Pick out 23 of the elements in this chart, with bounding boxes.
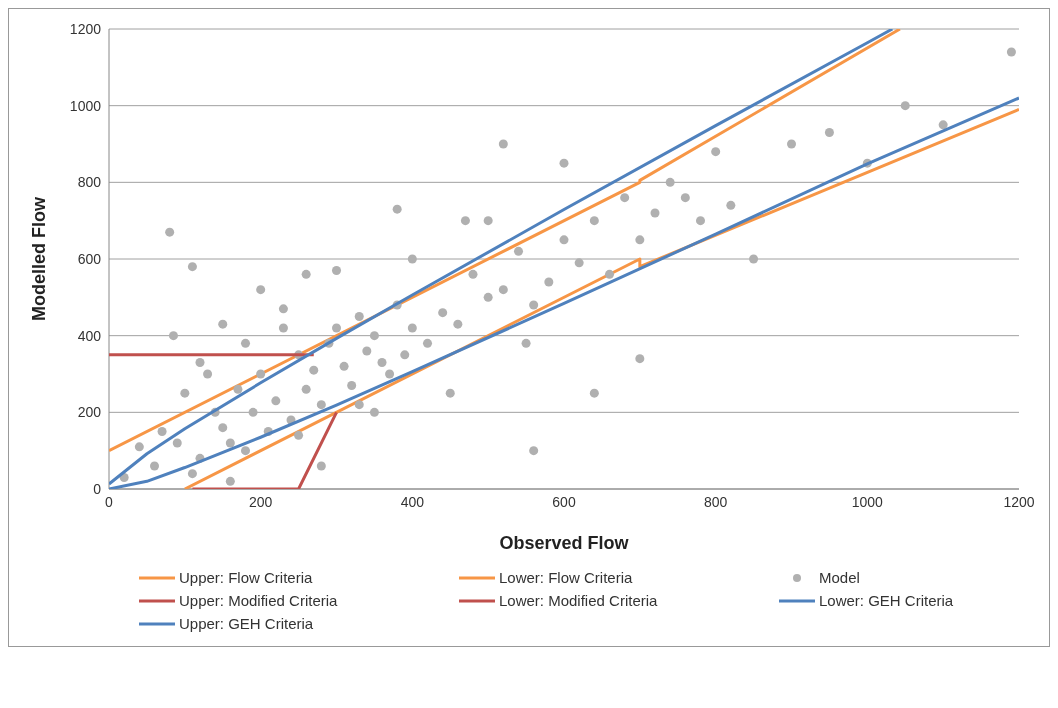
legend-label: Lower: Modified Criteria <box>499 592 658 609</box>
x-tick-label: 0 <box>105 493 114 510</box>
x-tick-label: 200 <box>248 493 273 510</box>
legend-label: Model <box>819 569 860 586</box>
y-tick-label: 600 <box>77 250 102 267</box>
x-tick-label: 400 <box>400 493 425 510</box>
legend-label: Lower: Flow Criteria <box>499 569 633 586</box>
y-tick-label: 0 <box>93 480 102 497</box>
y-tick-label: 800 <box>77 174 102 191</box>
x-tick-label: 600 <box>552 493 576 510</box>
legend-label: Upper: Flow Criteria <box>179 569 313 586</box>
y-tick-label: 400 <box>77 327 102 344</box>
y-axis-title: Modelled Flow <box>29 196 50 321</box>
legend-label: Lower: GEH Criteria <box>819 592 954 609</box>
legend-label: Upper: Modified Criteria <box>179 592 338 609</box>
y-tick-label: 1200 <box>69 20 102 37</box>
x-tick-label: 1200 <box>1003 493 1035 510</box>
x-tick-label: 800 <box>703 493 728 510</box>
x-axis-title: Observed Flow <box>499 533 630 553</box>
y-tick-label: 200 <box>77 404 102 421</box>
legend-label: Upper: GEH Criteria <box>179 615 314 632</box>
y-tick-label: 1000 <box>69 97 102 114</box>
x-tick-label: 1000 <box>851 493 884 510</box>
